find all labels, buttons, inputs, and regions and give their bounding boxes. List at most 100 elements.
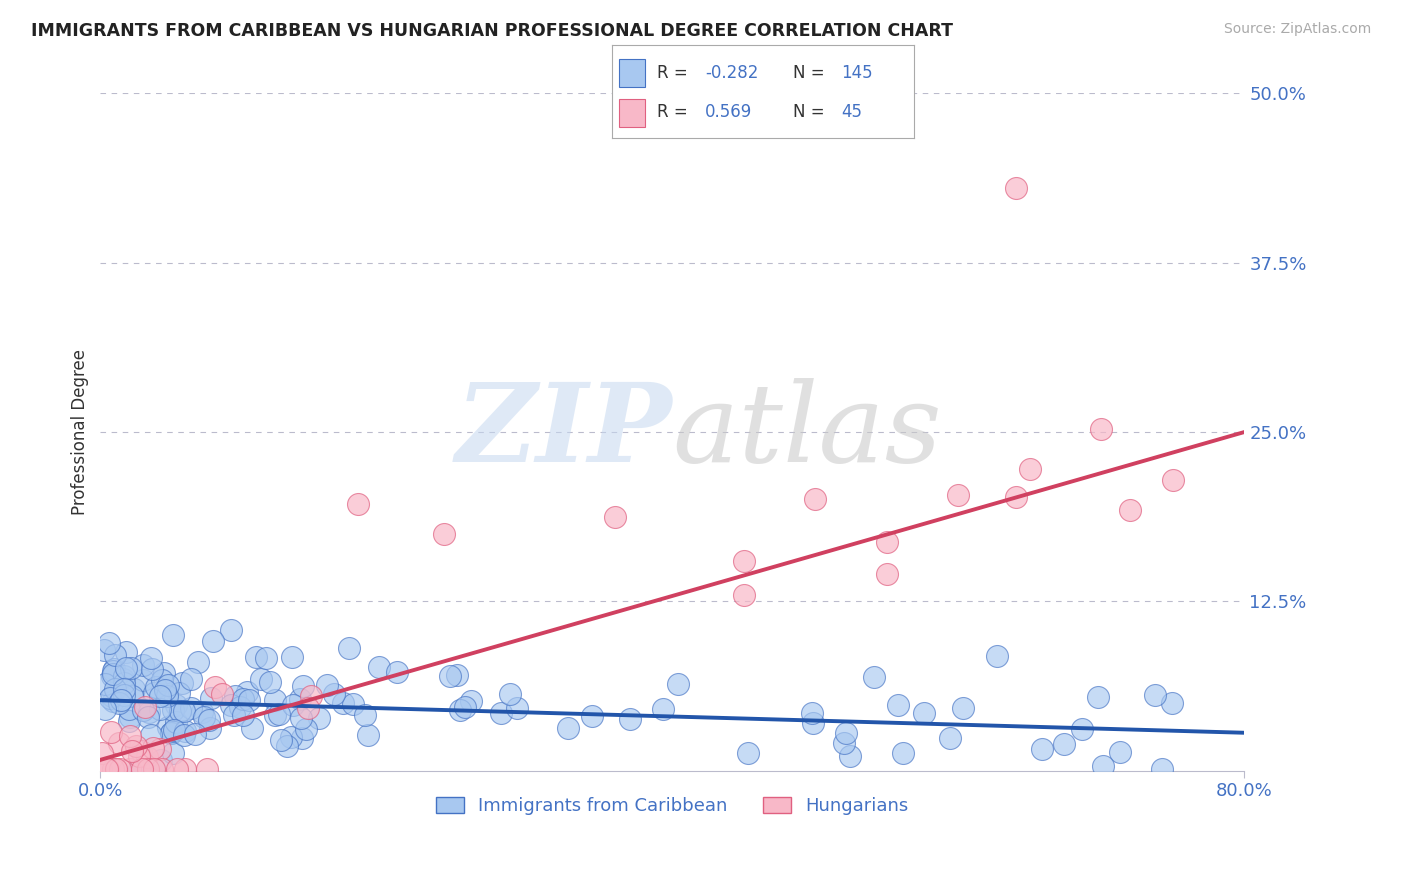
Point	[283, 698, 305, 712]
Point	[173, 762, 195, 776]
Point	[432, 526, 454, 541]
Point	[308, 711, 330, 725]
Point	[180, 672, 202, 686]
Point	[1031, 742, 1053, 756]
Point	[120, 762, 142, 776]
Point	[460, 694, 482, 708]
Point	[100, 725, 122, 739]
Text: R =: R =	[657, 63, 688, 82]
Point	[103, 662, 125, 676]
Text: ZIP: ZIP	[456, 378, 672, 486]
Point	[557, 721, 579, 735]
Point	[112, 688, 135, 702]
Point	[323, 687, 346, 701]
Point	[733, 588, 755, 602]
Point	[121, 689, 143, 703]
Point	[156, 687, 179, 701]
Point	[108, 736, 131, 750]
Point	[165, 715, 187, 730]
Point	[224, 689, 246, 703]
Point	[156, 678, 179, 692]
Point	[122, 682, 145, 697]
Point	[342, 697, 364, 711]
Text: N =: N =	[793, 63, 824, 82]
Point	[224, 707, 246, 722]
Point	[240, 721, 263, 735]
Point	[651, 702, 673, 716]
Point	[160, 726, 183, 740]
Point	[169, 686, 191, 700]
Point	[97, 636, 120, 650]
Text: -0.282: -0.282	[706, 63, 759, 82]
Point	[136, 762, 159, 776]
Point	[357, 728, 380, 742]
Bar	[619, 99, 645, 127]
Point	[876, 567, 898, 582]
Point	[195, 762, 218, 776]
Point	[162, 703, 184, 717]
Point	[180, 701, 202, 715]
Point	[120, 661, 142, 675]
Point	[1091, 759, 1114, 773]
Point	[162, 628, 184, 642]
Text: R =: R =	[657, 103, 688, 121]
Text: 145: 145	[841, 63, 873, 82]
Point	[1090, 422, 1112, 436]
Point	[619, 712, 641, 726]
Point	[93, 643, 115, 657]
Point	[263, 692, 285, 706]
Point	[446, 668, 468, 682]
Point	[98, 691, 121, 706]
Point	[221, 624, 243, 638]
Point	[125, 739, 148, 753]
Point	[887, 698, 910, 712]
Point	[228, 700, 250, 714]
Point	[666, 677, 689, 691]
Point	[118, 710, 141, 724]
Point	[876, 534, 898, 549]
Point	[986, 648, 1008, 663]
Point	[132, 657, 155, 672]
Point	[128, 749, 150, 764]
Point	[605, 510, 627, 524]
Point	[219, 698, 242, 712]
Point	[118, 701, 141, 715]
Point	[1109, 745, 1132, 759]
Point	[832, 736, 855, 750]
Point	[114, 661, 136, 675]
Text: Source: ZipAtlas.com: Source: ZipAtlas.com	[1223, 22, 1371, 37]
Point	[801, 716, 824, 731]
Point	[112, 668, 135, 682]
Text: 0.569: 0.569	[706, 103, 752, 121]
Point	[1160, 696, 1182, 710]
Point	[120, 729, 142, 743]
Point	[111, 672, 134, 686]
Point	[449, 702, 471, 716]
Point	[292, 679, 315, 693]
Point	[193, 710, 215, 724]
Point	[101, 689, 124, 703]
Point	[136, 710, 159, 724]
Point	[128, 762, 150, 776]
Point	[290, 711, 312, 725]
Point	[232, 692, 254, 706]
Point	[952, 701, 974, 715]
Point	[131, 762, 153, 776]
Point	[103, 681, 125, 696]
Point	[204, 680, 226, 694]
Point	[295, 723, 318, 737]
Text: IMMIGRANTS FROM CARIBBEAN VS HUNGARIAN PROFESSIONAL DEGREE CORRELATION CHART: IMMIGRANTS FROM CARIBBEAN VS HUNGARIAN P…	[31, 22, 953, 40]
Point	[96, 762, 118, 776]
Text: N =: N =	[793, 103, 824, 121]
Point	[254, 651, 277, 665]
Point	[733, 554, 755, 568]
Legend: Immigrants from Caribbean, Hungarians: Immigrants from Caribbean, Hungarians	[429, 790, 915, 822]
Point	[108, 696, 131, 710]
Point	[121, 744, 143, 758]
Point	[149, 753, 172, 767]
Point	[112, 681, 135, 696]
Point	[90, 746, 112, 760]
Point	[138, 706, 160, 720]
Point	[346, 497, 368, 511]
Point	[184, 727, 207, 741]
